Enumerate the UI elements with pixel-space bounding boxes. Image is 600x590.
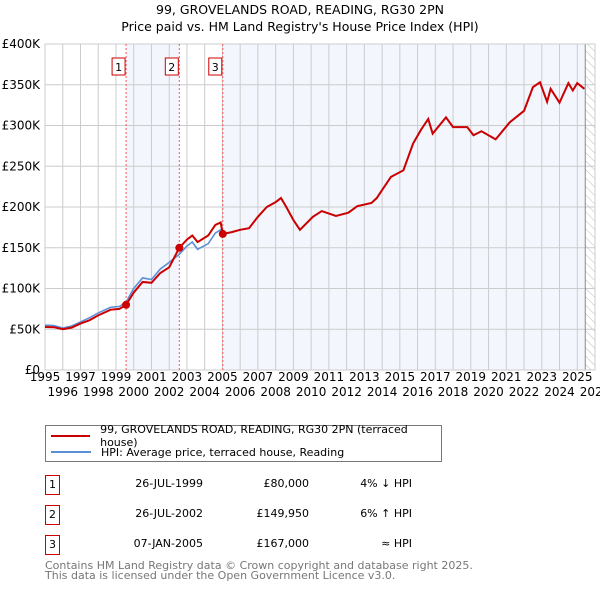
x-tick-label: 2002: [154, 385, 185, 399]
sale-row: 1 26-JUL-1999 £80,000 4% ↓ HPI: [45, 475, 425, 495]
chart-subtitle: Price paid vs. HM Land Registry's House …: [121, 19, 478, 34]
x-tick-label: 2013: [349, 370, 380, 384]
sale-price: £149,950: [256, 507, 310, 520]
sale-marker-number: 1: [115, 61, 122, 74]
x-tick-label: 2007: [243, 370, 274, 384]
x-tick-label: 2023: [527, 370, 558, 384]
x-tick-label: 2017: [420, 370, 451, 384]
x-tick-label: 2025: [562, 370, 593, 384]
x-tick-label: 2010: [296, 385, 327, 399]
x-tick-label: 2008: [260, 385, 291, 399]
property-price-line: [44, 80, 585, 331]
sale-marker-box: [208, 57, 223, 76]
y-tick-label: £0: [25, 363, 40, 377]
sale-date: 26-JUL-2002: [135, 507, 203, 520]
x-tick-label: 2012: [331, 385, 362, 399]
sale-number-badge: 3: [45, 535, 60, 555]
sale-marker-box: [164, 57, 179, 76]
plot-border: [44, 43, 596, 371]
sale-price: £80,000: [263, 477, 310, 490]
sale-marker-number: 2: [168, 61, 175, 74]
legend: 99, GROVELANDS ROAD, READING, RG30 2PN (…: [45, 423, 442, 462]
x-tick-label: 1996: [47, 385, 78, 399]
sale-marker-box: [111, 57, 126, 76]
x-tick-label: 2011: [314, 370, 345, 384]
sale-hpi-comparison: 4% ↓ HPI: [360, 477, 412, 490]
x-tick-label: 2018: [438, 385, 469, 399]
x-tick-label: 1999: [101, 370, 132, 384]
sale-number-badge: 1: [45, 475, 60, 495]
x-tick-label: 1998: [83, 385, 114, 399]
sale-point: [122, 300, 131, 309]
y-tick-label: £50K: [9, 322, 41, 336]
x-tick-label: 2003: [172, 370, 203, 384]
legend-item-property: 99, GROVELANDS ROAD, READING, RG30 2PN (…: [51, 423, 441, 449]
y-tick-label: £100K: [2, 282, 42, 296]
x-tick-label: 2006: [225, 385, 256, 399]
legend-label: HPI: Average price, terraced house, Read…: [101, 445, 345, 459]
footer-copyright: Contains HM Land Registry data © Crown c…: [45, 559, 473, 572]
x-tick-label: 2001: [136, 370, 167, 384]
y-tick-label: £400K: [2, 37, 42, 51]
sale-date: 26-JUL-1999: [135, 477, 203, 490]
x-tick-label: 2004: [189, 385, 220, 399]
x-tick-label: 1995: [30, 370, 61, 384]
sale-number-badge: 2: [45, 505, 60, 525]
sale-row: 3 07-JAN-2005 £167,000 ≈ HPI: [45, 535, 425, 555]
x-tick-label: 2014: [367, 385, 398, 399]
x-tick-label: 2005: [207, 370, 238, 384]
x-tick-label: 2000: [118, 385, 149, 399]
x-tick-label: 2019: [456, 370, 487, 384]
footer-licence: This data is licensed under the Open Gov…: [45, 569, 396, 582]
legend-label: 99, GROVELANDS ROAD, READING, RG30 2PN (…: [100, 423, 408, 449]
red-line-swatch: [51, 435, 91, 437]
y-tick-label: £150K: [2, 241, 42, 255]
sale-date: 07-JAN-2005: [133, 537, 203, 550]
x-tick-label: 2021: [491, 370, 522, 384]
price-chart: 99, GROVELANDS ROAD, READING, RG30 2PN P…: [2, 2, 600, 399]
legend-item-hpi: HPI: Average price, terraced house, Read…: [51, 445, 344, 459]
x-tick-label: 2009: [278, 370, 309, 384]
x-tick-label: 2026: [580, 385, 600, 399]
y-tick-label: £300K: [2, 119, 42, 133]
sale-point: [175, 243, 184, 252]
sale-marker-number: 3: [212, 61, 219, 74]
sale-point: [218, 229, 227, 238]
sale-hpi-comparison: ≈ HPI: [381, 537, 412, 550]
x-tick-label: 2015: [385, 370, 416, 384]
x-tick-label: 2024: [544, 385, 575, 399]
x-tick-label: 1997: [65, 370, 96, 384]
y-tick-label: £350K: [2, 78, 42, 92]
blue-line-swatch: [51, 451, 91, 453]
sale-price: £167,000: [256, 537, 310, 550]
sale-hpi-comparison: 6% ↑ HPI: [360, 507, 412, 520]
x-tick-label: 2016: [402, 385, 433, 399]
y-tick-label: £250K: [2, 159, 42, 173]
x-tick-label: 2020: [473, 385, 504, 399]
sale-row: 2 26-JUL-2002 £149,950 6% ↑ HPI: [45, 505, 425, 525]
chart-title: 99, GROVELANDS ROAD, READING, RG30 2PN: [156, 2, 444, 17]
y-tick-label: £200K: [2, 200, 42, 214]
x-tick-label: 2022: [509, 385, 540, 399]
